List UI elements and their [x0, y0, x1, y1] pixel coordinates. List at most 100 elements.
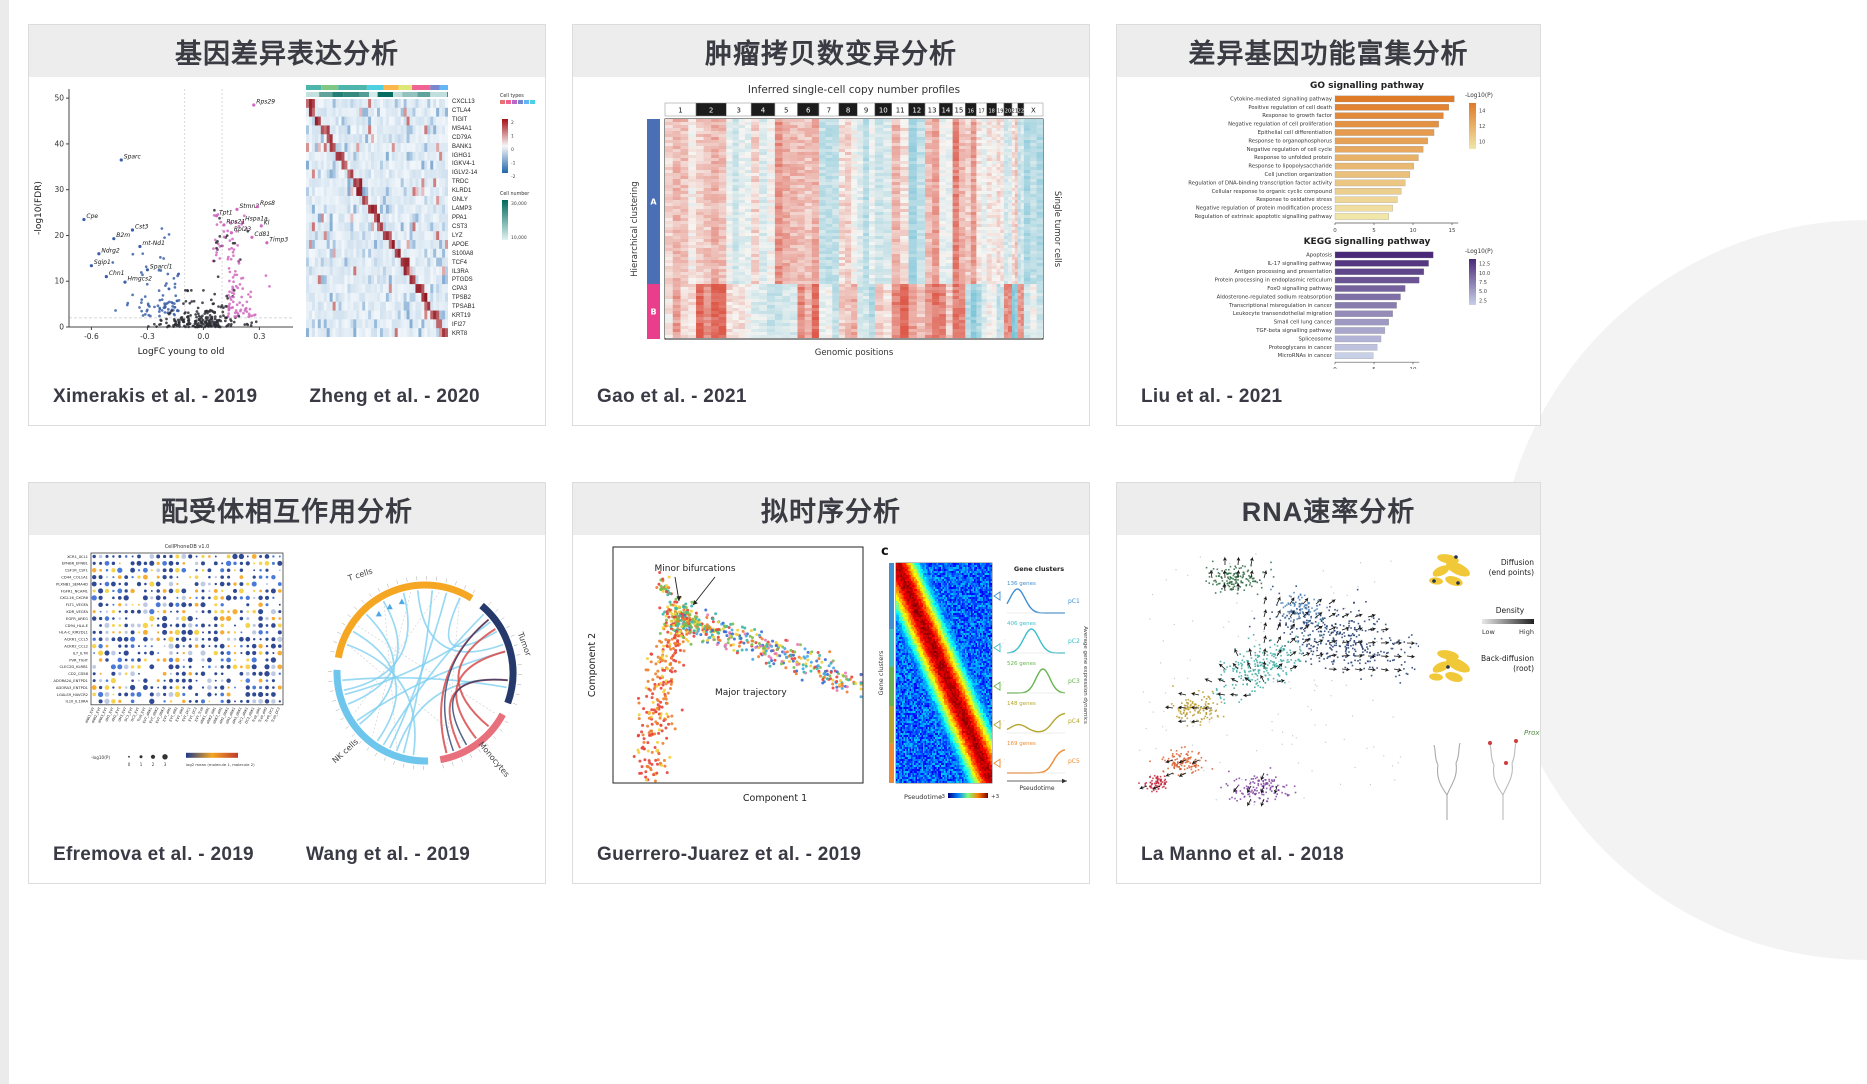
svg-text:Timp3: Timp3 [269, 236, 288, 243]
analysis-card: RNA速率分析 Diffusion (end points) Density Low H… [1116, 482, 1541, 884]
svg-text:0: 0 [59, 323, 64, 332]
card-header: 肿瘤拷贝数变异分析 [573, 25, 1089, 77]
svg-text:0: 0 [128, 762, 131, 767]
svg-text:Cellular response to organic c: Cellular response to organic cyclic comp… [1212, 189, 1332, 195]
svg-text:Chn1: Chn1 [109, 270, 125, 277]
svg-text:Aldosterone-regulated sodium r: Aldosterone-regulated sodium reabsorptio… [1217, 294, 1332, 300]
card-title: 拟时序分析 [761, 496, 901, 527]
svg-text:pC4: pC4 [1068, 718, 1080, 725]
svg-text:KDR_VEGFA: KDR_VEGFA [66, 610, 88, 614]
svg-text:Antigen processing and present: Antigen processing and presentation [1234, 269, 1332, 275]
svg-text:FGFR1_NCAM1: FGFR1_NCAM1 [61, 589, 88, 593]
svg-text:12.5: 12.5 [1479, 262, 1490, 268]
svg-text:Tcell_dM1: Tcell_dM1 [251, 707, 262, 724]
svg-text:A: A [650, 198, 657, 207]
svg-text:Tcell_DC1: Tcell_DC1 [264, 707, 275, 724]
citation-row: Efremova et al. - 2019 Wang et al. - 2019 [29, 827, 545, 883]
marker-gene-labels: CXCL13 CTLA4 TIGIT MS4A1 CD79A BANK1 IGHG1 IGKV… [452, 99, 478, 337]
citation-text: La Manno et al. - 2018 [1141, 844, 1344, 865]
svg-text:20: 20 [1005, 109, 1011, 115]
citation-row: Ximerakis et al. - 2019 Zheng et al. - 20… [29, 369, 545, 425]
analysis-card: 差异基因功能富集分析 GO signalling pathway Cytokine… [1116, 24, 1541, 426]
svg-text:18: 18 [988, 109, 994, 115]
left-edge-strip [0, 0, 9, 1084]
svg-text:B2m: B2m [116, 232, 130, 239]
svg-text:dM1_EVT: dM1_EVT [104, 706, 115, 723]
svg-text:0: 0 [511, 147, 514, 153]
svg-text:Spliceosome: Spliceosome [1299, 336, 1333, 342]
svg-text:Major trajectory: Major trajectory [715, 688, 787, 698]
svg-text:11: 11 [896, 107, 905, 115]
svg-text:Response to unfolded protein: Response to unfolded protein [1254, 155, 1332, 161]
cellphonedb-dotplot: CellPhoneDB v1.0 XCR1_XCL1 EPHB6_EFNB1 CSF1… [53, 544, 284, 767]
svg-text:-Log10(P): -Log10(P) [1465, 93, 1493, 99]
svg-text:Monocytes: Monocytes [477, 740, 512, 779]
svg-text:EVT_dNK2: EVT_dNK2 [148, 707, 159, 724]
svg-text:dNK1_EVT: dNK1_EVT [84, 706, 95, 724]
svg-text:EVT_dM1: EVT_dM1 [162, 707, 172, 723]
svg-text:Stmn2: Stmn2 [240, 203, 260, 210]
svg-text:Sgip1: Sgip1 [94, 259, 111, 266]
svg-text:21: 21 [1012, 109, 1018, 115]
svg-text:30: 30 [54, 185, 64, 194]
svg-text:pC3: pC3 [1068, 678, 1080, 685]
svg-text:DC2_dNK1: DC2_dNK1 [244, 707, 255, 725]
svg-text:9: 9 [864, 107, 868, 115]
svg-text:5: 5 [1372, 367, 1376, 369]
cnv-figure: Inferred single-cell copy number profile… [630, 84, 1062, 358]
svg-text:Genomic positions: Genomic positions [815, 348, 894, 358]
citation-text: Liu et al. - 2021 [1141, 386, 1283, 407]
analysis-card: 配受体相互作用分析 CellPhoneDB v1.0 XCR1_XCL1 EPHB6… [28, 482, 546, 884]
svg-text:LogFC young to old: LogFC young to old [138, 347, 225, 357]
svg-text:Cell number: Cell number [500, 191, 529, 197]
analysis-card: 基因差异表达分析 0 10 20 30 40 50 -0.6 -0.3 0.0 0.3 LogFC … [28, 24, 546, 426]
svg-text:Response to lipopolysaccharide: Response to lipopolysaccharide [1248, 164, 1332, 170]
svg-text:EVT_dNK1: EVT_dNK1 [142, 707, 153, 724]
chord-diagram: T cells Tumor Monocytes NK cells [328, 567, 533, 779]
svg-text:CD2_CD58: CD2_CD58 [68, 672, 88, 676]
svg-text:Regulation of DNA-binding tran: Regulation of DNA-binding transcription … [1188, 180, 1332, 186]
svg-text:EVT_DC1: EVT_DC1 [181, 707, 191, 723]
svg-text:dNK3_EVT: dNK3_EVT [97, 706, 108, 724]
svg-text:TGF-beta signalling pathway: TGF-beta signalling pathway [1255, 328, 1332, 334]
svg-text:10: 10 [54, 277, 64, 286]
analysis-card: 拟时序分析 Component 2 Component 1 Minor bifurc… [572, 482, 1090, 884]
svg-text:(root): (root) [1513, 664, 1534, 673]
svg-text:Tcell_EVT: Tcell_EVT [136, 706, 147, 724]
card-title: 配受体相互作用分析 [161, 496, 413, 527]
svg-text:PVR_TIGIT: PVR_TIGIT [69, 658, 88, 662]
svg-text:Tcell_DC2: Tcell_DC2 [270, 707, 281, 724]
svg-text:dM2_dNK1: dM2_dNK1 [225, 707, 236, 725]
svg-text:Negative regulation of protein: Negative regulation of protein modificat… [1196, 206, 1332, 212]
svg-text:17: 17 [978, 109, 984, 115]
svg-text:Kl: Kl [264, 219, 270, 226]
svg-text:dNK2_dM1: dNK2_dM1 [206, 707, 217, 725]
svg-text:T cells: T cells [346, 567, 374, 584]
svg-text:Cell junction organization: Cell junction organization [1265, 172, 1332, 178]
card-title: RNA速率分析 [1241, 496, 1416, 527]
svg-text:22: 22 [1018, 109, 1024, 115]
svg-text:dNK3_dM1: dNK3_dM1 [212, 707, 223, 725]
svg-text:ACKR2_CCL2: ACKR2_CCL2 [64, 645, 88, 649]
svg-text:B: B [650, 308, 656, 317]
svg-text:Diffusion: Diffusion [1501, 558, 1534, 567]
svg-text:FLT1_VEGFA: FLT1_VEGFA [66, 603, 89, 607]
svg-text:IL10_IL10RA: IL10_IL10RA [66, 700, 89, 704]
svg-text:EVT_dNK3: EVT_dNK3 [155, 707, 166, 724]
svg-text:ADORA2A_ENTPD1: ADORA2A_ENTPD1 [53, 679, 88, 683]
svg-text:Positive regulation of cell de: Positive regulation of cell death [1248, 105, 1332, 111]
citation-text: Gao et al. - 2021 [597, 386, 747, 407]
svg-text:Tumor: Tumor [516, 630, 533, 658]
svg-text:5: 5 [1372, 228, 1376, 234]
svg-text:X: X [1031, 107, 1036, 115]
svg-text:136 genes: 136 genes [1007, 581, 1036, 587]
svg-text:-log10(P): -log10(P) [91, 755, 110, 760]
svg-text:40: 40 [54, 139, 64, 148]
svg-text:5: 5 [784, 107, 788, 115]
svg-text:Proteoglycans in cancer: Proteoglycans in cancer [1269, 345, 1333, 351]
svg-text:pC1: pC1 [1068, 598, 1080, 605]
svg-text:12: 12 [1479, 124, 1485, 130]
svg-text:7.5: 7.5 [1479, 280, 1487, 286]
svg-text:XCR1_XCL1: XCR1_XCL1 [67, 555, 88, 559]
